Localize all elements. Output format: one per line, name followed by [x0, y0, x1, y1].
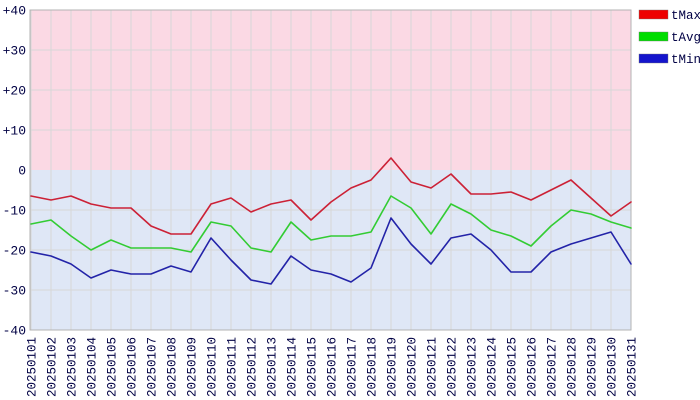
x-tick-label: 20250110 — [206, 337, 220, 397]
tavg-legend-swatch — [638, 31, 669, 42]
x-tick-label: 20250126 — [526, 337, 540, 397]
y-tick-label: +30 — [3, 44, 26, 59]
tavg-legend-label: tAvg — [671, 31, 700, 45]
tmin-legend-swatch — [638, 53, 669, 64]
x-tick-label: 20250116 — [326, 337, 340, 397]
x-tick-label: 20250113 — [266, 337, 280, 397]
x-tick-label: 20250120 — [406, 337, 420, 397]
y-tick-label: 0 — [18, 164, 26, 179]
x-tick-label: 20250128 — [566, 337, 580, 397]
x-tick-label: 20250117 — [346, 337, 360, 397]
x-tick-label: 20250101 — [26, 337, 40, 397]
tmin-line — [30, 217, 632, 285]
y-tick-label: -10 — [3, 204, 26, 219]
x-tick-label: 20250104 — [86, 337, 100, 397]
y-tick-label: -30 — [3, 284, 26, 299]
x-tick-label: 20250106 — [126, 337, 140, 397]
x-tick-label: 20250107 — [146, 337, 160, 397]
x-tick-label: 20250127 — [546, 337, 560, 397]
tmax-legend-label: tMax — [671, 9, 700, 23]
y-tick-label: -40 — [3, 324, 26, 339]
x-tick-label: 20250122 — [446, 337, 460, 397]
x-tick-label: 20250118 — [366, 337, 380, 397]
y-tick-label: +40 — [3, 4, 26, 19]
x-tick-label: 20250103 — [66, 337, 80, 397]
x-tick-label: 20250123 — [466, 337, 480, 397]
x-tick-label: 20250119 — [386, 337, 400, 397]
x-tick-label: 20250114 — [286, 337, 300, 397]
x-tick-label: 20250125 — [506, 337, 520, 397]
x-tick-label: 20250112 — [246, 337, 260, 397]
x-tick-label: 20250121 — [426, 337, 440, 397]
x-tick-label: 20250130 — [606, 337, 620, 397]
y-tick-label: -20 — [3, 244, 26, 259]
tmin-legend-label: tMin — [671, 53, 700, 67]
x-tick-label: 20250102 — [46, 337, 60, 397]
x-tick-label: 20250108 — [166, 337, 180, 397]
x-tick-label: 20250109 — [186, 337, 200, 397]
x-tick-label: 20250129 — [586, 337, 600, 397]
tavg-line — [30, 195, 632, 253]
tmax-legend-swatch — [638, 9, 669, 20]
x-tick-label: 20250111 — [226, 337, 240, 397]
y-tick-label: +20 — [3, 84, 26, 99]
x-tick-label: 20250131 — [626, 337, 640, 397]
x-tick-label: 20250105 — [106, 337, 120, 397]
tmax-line — [30, 157, 632, 235]
x-tick-label: 20250115 — [306, 337, 320, 397]
plot-border — [29, 9, 632, 331]
y-tick-label: +10 — [3, 124, 26, 139]
x-tick-label: 20250124 — [486, 337, 500, 397]
